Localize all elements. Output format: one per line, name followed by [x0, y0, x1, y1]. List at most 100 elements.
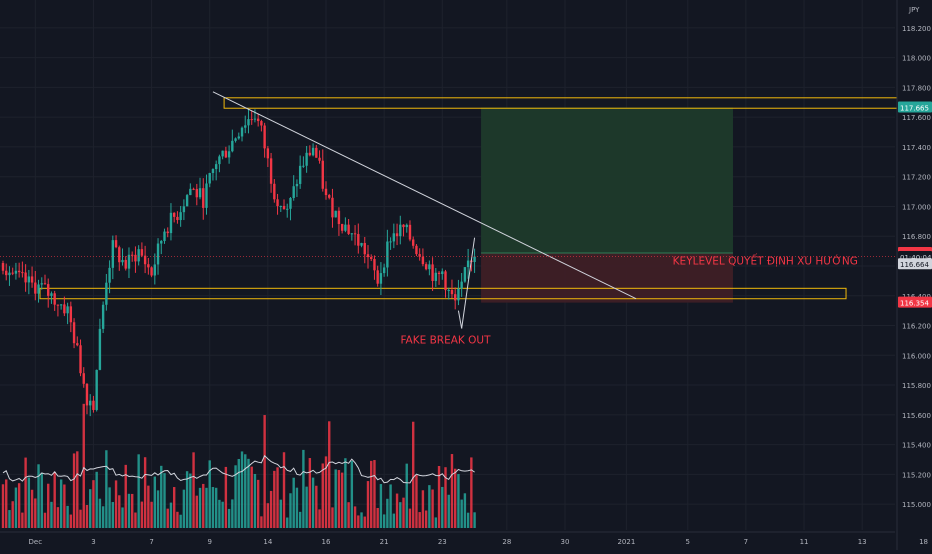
- volume-bar: [192, 452, 195, 528]
- time-tick-label: 18: [919, 538, 928, 546]
- candle-body: [441, 271, 444, 275]
- volume-bar: [402, 497, 405, 528]
- time-tick-label: 3: [91, 538, 95, 546]
- price-tag: [898, 296, 932, 308]
- price-tick-label: 117.800: [902, 84, 931, 92]
- price-tag-label: 117.665: [900, 104, 929, 112]
- time-tick-label: 14: [263, 538, 272, 546]
- fake-break-line[interactable]: [457, 310, 463, 329]
- keylevel-support-box[interactable]: [39, 287, 847, 300]
- candle-body: [124, 259, 127, 269]
- candle-body: [382, 267, 386, 274]
- price-tag-label: 01:40:04: [900, 254, 932, 262]
- time-tick-label: 21: [380, 538, 389, 546]
- time-tick-label: Dec: [29, 538, 43, 546]
- volume-bar: [198, 487, 202, 528]
- candle-body: [234, 138, 237, 141]
- resistance-box[interactable]: [223, 97, 932, 109]
- candle-body: [189, 188, 192, 196]
- volume-bar: [273, 470, 276, 528]
- price-axis[interactable]: [897, 0, 932, 550]
- volume-bar: [218, 499, 221, 528]
- candle-body: [79, 345, 82, 374]
- candle-body: [260, 121, 263, 126]
- volume-bar: [98, 498, 102, 528]
- volume-bar: [56, 507, 60, 528]
- volume-bar: [211, 487, 215, 528]
- candle-body: [127, 254, 131, 269]
- time-tick-label: 9: [207, 538, 211, 546]
- volume-bar: [176, 511, 179, 528]
- candle-body: [114, 240, 118, 248]
- volume-bar: [363, 516, 366, 528]
- candle-body: [24, 272, 27, 283]
- candle-body: [389, 241, 392, 243]
- candle-body: [337, 210, 341, 225]
- candle-body: [292, 186, 295, 198]
- candle-body: [253, 118, 257, 120]
- candle-body: [202, 188, 205, 208]
- candle-body: [373, 258, 376, 271]
- candle-body: [328, 195, 331, 198]
- price-tick-label: 115.600: [902, 412, 931, 420]
- candle-body: [140, 249, 144, 256]
- volume-bar: [172, 487, 176, 528]
- candle-body: [360, 242, 363, 246]
- candle-body: [211, 169, 215, 174]
- volume-bar: [127, 493, 131, 528]
- candle-body: [418, 254, 421, 257]
- candle-body: [34, 282, 37, 294]
- candle-body: [276, 199, 279, 207]
- candle-body: [263, 125, 266, 149]
- descending-trendline[interactable]: [212, 91, 637, 300]
- candle-body: [198, 188, 202, 198]
- volume-bar: [43, 512, 47, 528]
- candle-body: [195, 189, 198, 198]
- fake-break-line[interactable]: [461, 237, 476, 329]
- volume-bar: [182, 489, 186, 528]
- volume-bar: [185, 471, 189, 528]
- volume-bar: [415, 475, 418, 528]
- volume-bar: [5, 479, 8, 528]
- time-tick-label: 2021: [617, 538, 635, 546]
- volume-bar: [237, 458, 240, 528]
- volume-bar: [350, 460, 354, 528]
- candle-body: [315, 147, 318, 158]
- volume-bar: [460, 499, 463, 528]
- volume-bar: [353, 506, 357, 528]
- candle-body: [76, 343, 79, 346]
- candle-body: [289, 197, 292, 209]
- price-tick-label: 117.200: [902, 174, 931, 182]
- price-tag-label: 116.354: [900, 300, 929, 308]
- volume-bar: [454, 468, 457, 528]
- time-tick-label: 5: [686, 538, 690, 546]
- volume-bar: [279, 499, 282, 528]
- candle-body: [5, 270, 8, 276]
- volume-bar: [424, 510, 428, 528]
- volume-bar: [8, 510, 11, 528]
- volume-bar: [169, 502, 173, 528]
- price-tag: [898, 101, 932, 113]
- candle-body: [437, 272, 441, 275]
- volume-bar: [156, 490, 160, 528]
- volume-bar: [69, 514, 73, 528]
- candle-body: [366, 254, 370, 258]
- candle-body: [231, 140, 234, 152]
- stop-loss-zone[interactable]: [481, 253, 733, 303]
- price-tick-label: 115.400: [902, 442, 931, 450]
- target-profit-zone[interactable]: [481, 107, 733, 254]
- candle-body: [447, 290, 450, 292]
- volume-bar: [121, 507, 124, 528]
- volume-bar: [250, 466, 253, 528]
- candle-body: [27, 276, 31, 283]
- volume-bar: [457, 474, 460, 528]
- candle-body: [14, 270, 18, 274]
- candle-body: [59, 304, 63, 306]
- volume-bar: [205, 487, 208, 528]
- candle-body: [72, 322, 76, 344]
- candle-body: [379, 273, 383, 284]
- price-tick-label: 115.000: [902, 501, 931, 509]
- volume-bar: [76, 451, 79, 528]
